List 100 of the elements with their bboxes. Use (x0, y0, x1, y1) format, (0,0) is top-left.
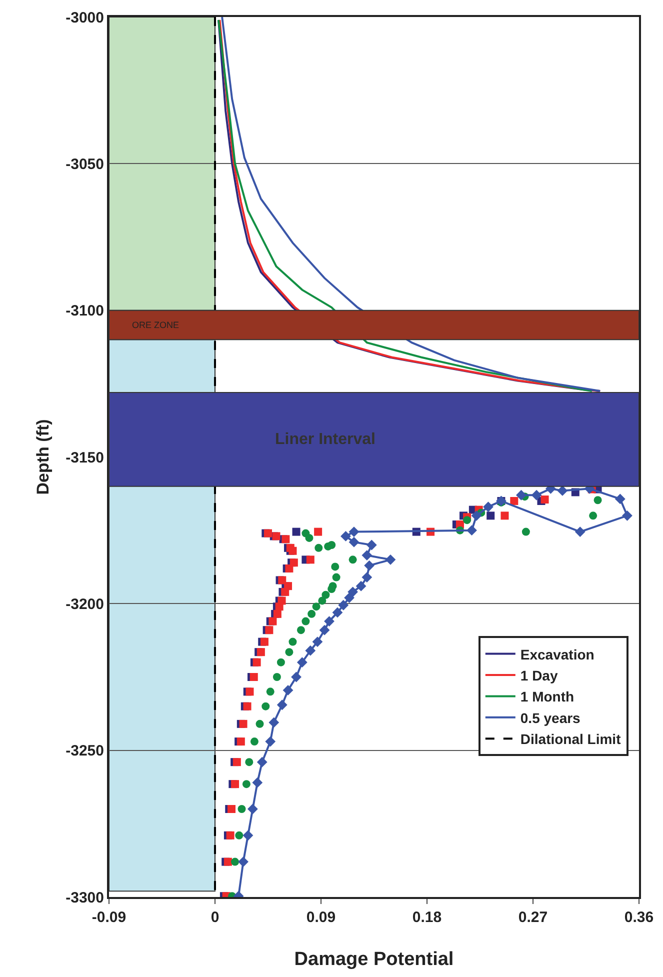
point (239, 720, 248, 728)
point (252, 658, 261, 666)
point (314, 544, 323, 552)
point (243, 702, 252, 710)
point (332, 607, 343, 618)
point (522, 528, 530, 536)
point (247, 804, 258, 814)
point (589, 512, 598, 520)
x-tick-label: 0 (210, 909, 220, 926)
point (242, 780, 250, 788)
point (328, 585, 336, 593)
point (622, 510, 632, 521)
point (516, 490, 526, 500)
point (282, 685, 294, 696)
point (231, 780, 240, 788)
y-tick-label: -3050 (66, 156, 104, 173)
point (262, 702, 270, 710)
point (276, 700, 288, 710)
point (235, 831, 244, 840)
point (322, 590, 330, 599)
point (366, 540, 377, 550)
point (510, 497, 518, 505)
point (344, 592, 354, 603)
point (574, 526, 586, 537)
point (483, 502, 494, 512)
point (305, 645, 316, 656)
point (340, 531, 351, 542)
point (356, 580, 366, 592)
point (348, 556, 357, 564)
point (348, 526, 360, 537)
point (486, 512, 495, 520)
point (268, 617, 277, 626)
x-axis-title: Damage Potential (294, 949, 454, 970)
point (276, 658, 285, 666)
y-tick-label: -3100 (66, 302, 104, 320)
point (463, 516, 472, 524)
point (500, 512, 509, 520)
point (331, 562, 340, 571)
point (471, 510, 482, 521)
point (238, 856, 248, 867)
x-tick-label: -0.09 (92, 909, 126, 926)
y-tick-label: -3150 (66, 449, 104, 466)
point (245, 758, 254, 766)
point (285, 564, 294, 572)
legend-label: Excavation (520, 646, 594, 662)
point (385, 554, 396, 565)
x-tick-label: 0.09 (306, 909, 336, 926)
point (302, 617, 310, 626)
point (557, 486, 568, 496)
point (250, 673, 258, 681)
legend-label: 0.5 years (520, 710, 581, 726)
point (264, 529, 272, 538)
point (238, 805, 246, 813)
x-tick-label: 0.18 (412, 909, 442, 926)
point (312, 636, 323, 647)
y-tick-label: -3200 (66, 596, 104, 613)
point (292, 528, 300, 536)
legend-label: Dilational Limit (520, 731, 622, 748)
point (252, 777, 263, 788)
point (256, 720, 264, 728)
point (348, 586, 358, 598)
point (614, 494, 626, 504)
point (364, 560, 374, 571)
point (296, 657, 308, 668)
point (338, 600, 349, 610)
point (282, 535, 290, 544)
point (242, 830, 254, 841)
point (466, 525, 477, 536)
legend-label: 1 Month (520, 688, 574, 705)
point (328, 541, 336, 549)
y-tick-label: -3300 (66, 889, 104, 906)
point (275, 602, 284, 611)
legend-label: 1 Day (520, 667, 558, 684)
y-tick-label: -3250 (66, 742, 104, 760)
point (268, 717, 280, 728)
point (324, 616, 334, 626)
y-tick-label: -3000 (66, 9, 104, 26)
point (291, 672, 302, 682)
point (362, 572, 372, 582)
point (314, 528, 322, 536)
point (272, 532, 280, 540)
point (288, 546, 297, 555)
point (348, 536, 360, 548)
point (272, 673, 281, 681)
point (362, 550, 372, 560)
point (594, 496, 602, 504)
point (308, 610, 316, 618)
point (312, 602, 320, 611)
point (281, 588, 290, 596)
point (306, 556, 314, 564)
point (288, 638, 297, 646)
x-tick-label: 0.36 (624, 909, 654, 926)
point (265, 736, 276, 747)
band-label: Liner Interval (275, 431, 376, 448)
point (250, 738, 258, 746)
point (332, 573, 340, 582)
point (226, 831, 234, 840)
y-axis-title: Depth (ft) (34, 419, 53, 495)
point (285, 648, 294, 656)
point (278, 576, 286, 584)
